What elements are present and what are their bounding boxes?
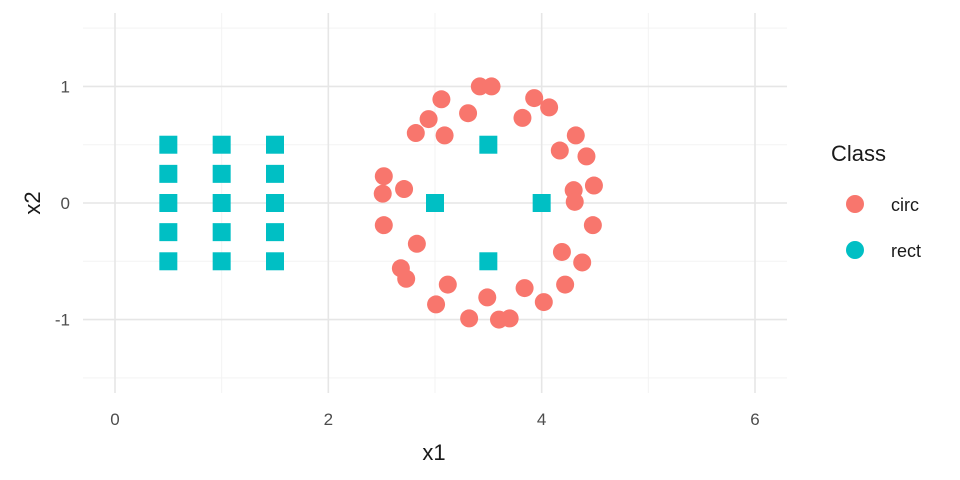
point-circ — [407, 234, 426, 253]
point-rect — [159, 252, 178, 271]
point-circ — [584, 176, 603, 195]
point-rect — [159, 164, 178, 183]
x-tick-label: 0 — [110, 410, 119, 429]
point-circ — [565, 192, 584, 211]
point-circ — [490, 310, 508, 329]
point-circ — [432, 90, 451, 109]
point-rect — [479, 135, 498, 154]
point-circ — [460, 309, 479, 328]
point-circ — [438, 275, 457, 294]
x-axis-title: x1 — [422, 440, 445, 465]
point-rect — [212, 194, 231, 212]
point-rect — [159, 194, 178, 212]
point-circ — [534, 293, 553, 312]
data-points — [159, 77, 603, 329]
point-rect — [266, 164, 284, 183]
point-rect — [532, 194, 551, 212]
legend-title: Class — [831, 141, 886, 166]
point-circ — [525, 89, 544, 108]
point-circ — [583, 216, 602, 235]
point-circ — [540, 98, 559, 117]
point-rect — [266, 223, 284, 242]
point-rect — [426, 194, 444, 212]
x-tick-labels: 0 2 4 6 — [110, 410, 759, 429]
x-tick-label: 4 — [537, 410, 546, 429]
point-rect — [266, 135, 284, 154]
point-circ — [515, 279, 534, 298]
point-rect — [212, 135, 231, 154]
x-tick-label: 2 — [324, 410, 333, 429]
point-circ — [374, 167, 393, 186]
point-circ — [435, 126, 454, 145]
legend: Class circ rect — [831, 141, 921, 261]
y-tick-label: 1 — [61, 77, 70, 96]
point-circ — [391, 259, 410, 278]
point-circ — [556, 275, 575, 294]
point-circ — [513, 108, 532, 127]
point-rect — [159, 223, 178, 242]
point-circ — [395, 180, 414, 199]
y-axis-title: x2 — [20, 191, 45, 214]
x-tick-label: 6 — [750, 410, 759, 429]
point-rect — [266, 252, 284, 271]
point-rect — [212, 164, 231, 183]
y-tick-label: 0 — [61, 194, 70, 213]
point-circ — [566, 126, 585, 145]
y-tick-label: -1 — [55, 311, 70, 330]
point-circ — [550, 141, 569, 160]
legend-key-rect — [846, 241, 864, 259]
legend-key-circ — [846, 195, 864, 213]
point-circ — [573, 253, 592, 272]
legend-label-circ: circ — [891, 195, 919, 215]
y-tick-labels: -1 0 1 — [55, 77, 70, 329]
point-circ — [373, 184, 392, 203]
point-circ — [427, 295, 446, 314]
point-rect — [266, 194, 284, 212]
point-circ — [577, 147, 596, 166]
point-rect — [212, 252, 231, 271]
point-rect — [212, 223, 231, 242]
point-rect — [479, 252, 498, 271]
point-circ — [374, 216, 393, 235]
point-circ — [419, 110, 438, 129]
point-circ — [406, 124, 425, 143]
point-circ — [552, 242, 571, 261]
legend-label-rect: rect — [891, 241, 921, 261]
point-circ — [478, 288, 497, 307]
point-rect — [159, 135, 178, 154]
point-circ — [459, 104, 478, 123]
point-circ — [482, 77, 501, 96]
